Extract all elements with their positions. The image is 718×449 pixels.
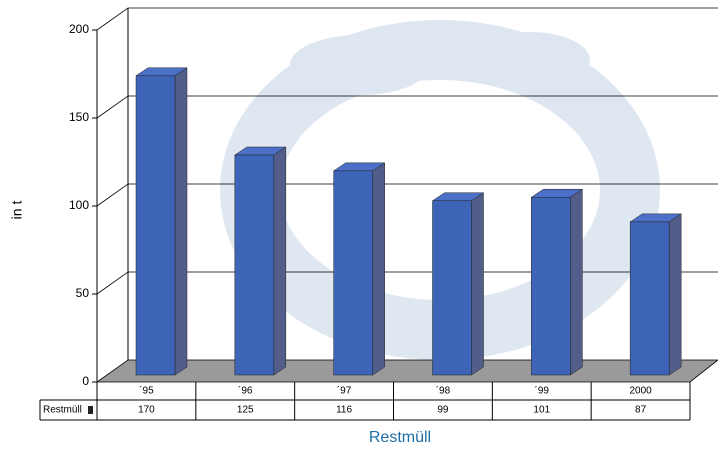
bar <box>135 75 176 376</box>
x-tick-label: ´95 <box>139 385 154 397</box>
bar-side <box>273 146 287 376</box>
table-value: 99 <box>437 405 449 416</box>
y-axis-title: in t <box>9 201 25 220</box>
grid-line <box>96 271 718 295</box>
y-tick-label: 100 <box>69 198 89 212</box>
table-value: 116 <box>336 405 352 416</box>
y-tick-label: 150 <box>69 110 89 124</box>
x-tick-label: ´97 <box>337 385 352 397</box>
table-value: 125 <box>237 405 254 416</box>
table-value: 87 <box>635 405 647 416</box>
bar-side <box>372 162 385 376</box>
x-tick-label: ´96 <box>238 385 253 397</box>
y-tick-label: 50 <box>76 286 90 300</box>
bar-side <box>471 192 484 376</box>
x-tick-label: ´98 <box>436 385 451 397</box>
bar-side <box>668 213 682 376</box>
legend-label: Restmüll <box>43 405 82 416</box>
floor <box>95 359 718 383</box>
x-tick-label: ´99 <box>535 385 550 397</box>
y-tick-label: 0 <box>82 374 89 388</box>
x-axis-title: Restmüll <box>369 429 431 446</box>
grid-line <box>96 95 718 119</box>
table-row-label: Restmüll <box>43 405 82 416</box>
bar <box>531 196 571 376</box>
legend-key <box>88 406 93 414</box>
bar-side <box>570 188 583 376</box>
bar <box>234 154 275 376</box>
grid-line <box>96 183 718 207</box>
x-tick-label: 2000 <box>629 386 652 397</box>
y-tick-label: 200 <box>69 22 89 36</box>
bar-side <box>174 67 188 376</box>
table-value: 170 <box>138 405 155 416</box>
table-value: 101 <box>533 405 550 416</box>
bar <box>629 221 670 376</box>
bar <box>432 200 472 376</box>
grid-line <box>96 7 718 31</box>
bar <box>333 170 373 376</box>
